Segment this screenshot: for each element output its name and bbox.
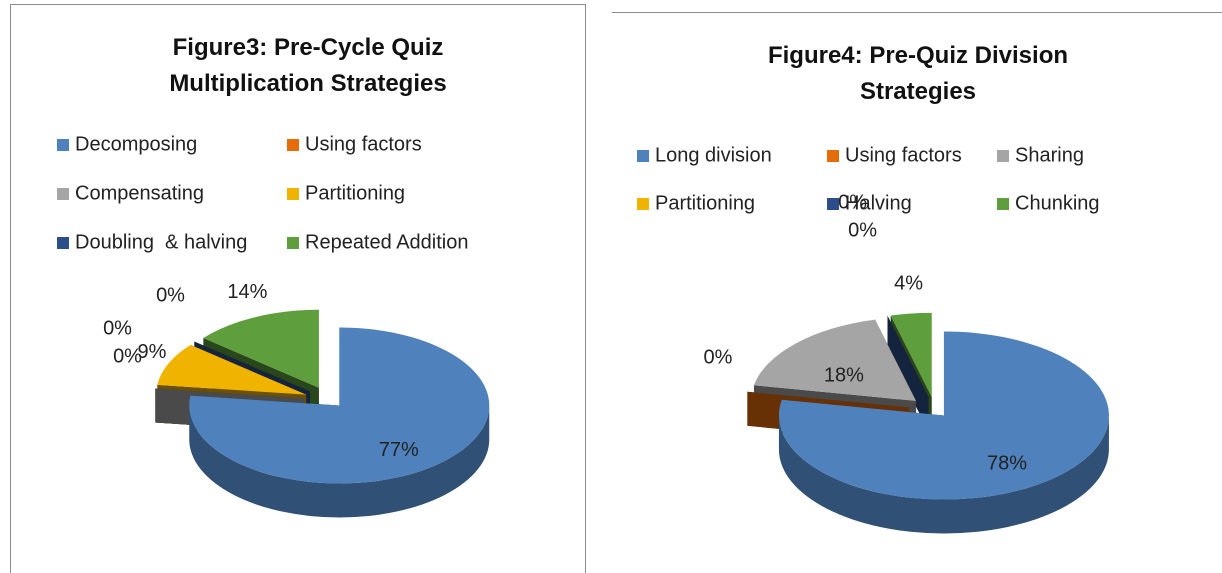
slice-side <box>778 415 1109 534</box>
slice-face <box>887 315 929 432</box>
data-label: 77% <box>379 439 419 461</box>
data-label: 4% <box>894 273 923 295</box>
data-label: 0% <box>848 220 877 242</box>
data-label: 78% <box>987 453 1027 475</box>
legend-swatch <box>827 150 839 162</box>
legend-swatch <box>827 198 839 210</box>
legend-label: Decomposing <box>75 133 197 155</box>
data-label: 9% <box>138 341 167 363</box>
slice-top <box>203 309 319 388</box>
slice-top <box>778 331 1109 500</box>
data-label: 0% <box>703 347 732 369</box>
pie-slice <box>887 315 929 432</box>
legend-swatch <box>997 150 1009 162</box>
pie-slice <box>778 331 1109 534</box>
data-label: 0% <box>156 285 185 307</box>
panel-border <box>10 4 586 573</box>
slice-top <box>753 319 917 401</box>
legend-swatch <box>57 139 69 151</box>
legend-label: Using factors <box>305 133 422 155</box>
legend-label: Partitioning <box>305 182 405 204</box>
legend-label: Using factors <box>845 144 962 166</box>
legend-swatch <box>287 237 299 249</box>
legend-label: Doubling & halving <box>75 231 247 253</box>
slice-side <box>189 405 490 518</box>
legend-label: Compensating <box>75 182 204 204</box>
legend-label: Halving <box>845 192 912 214</box>
legend-swatch <box>57 188 69 200</box>
legend-label: Repeated Addition <box>305 231 468 253</box>
legend-swatch <box>287 188 299 200</box>
slice-top <box>157 344 307 395</box>
legend-label: Sharing <box>1015 144 1084 166</box>
legend-swatch <box>637 150 649 162</box>
legend-label: Chunking <box>1015 192 1100 214</box>
legend-label: Long division <box>655 144 772 166</box>
chart-title: Figure4: Pre-Quiz Division Strategies <box>767 42 1069 105</box>
data-label: 18% <box>824 365 864 387</box>
legend-label: Partitioning <box>655 192 755 214</box>
pie-slice <box>189 327 490 518</box>
legend-swatch <box>637 198 649 210</box>
data-label: 0% <box>838 192 867 214</box>
legend-swatch <box>287 139 299 151</box>
slice-top <box>890 312 932 397</box>
legend-swatch <box>997 198 1009 210</box>
legend-swatch <box>57 237 69 249</box>
data-label: 14% <box>227 281 267 303</box>
data-label: 0% <box>113 345 142 367</box>
chart-title: Figure3: Pre-Cycle Quiz Multiplication S… <box>169 34 447 97</box>
data-label: 0% <box>103 317 132 339</box>
slice-top <box>189 327 490 484</box>
